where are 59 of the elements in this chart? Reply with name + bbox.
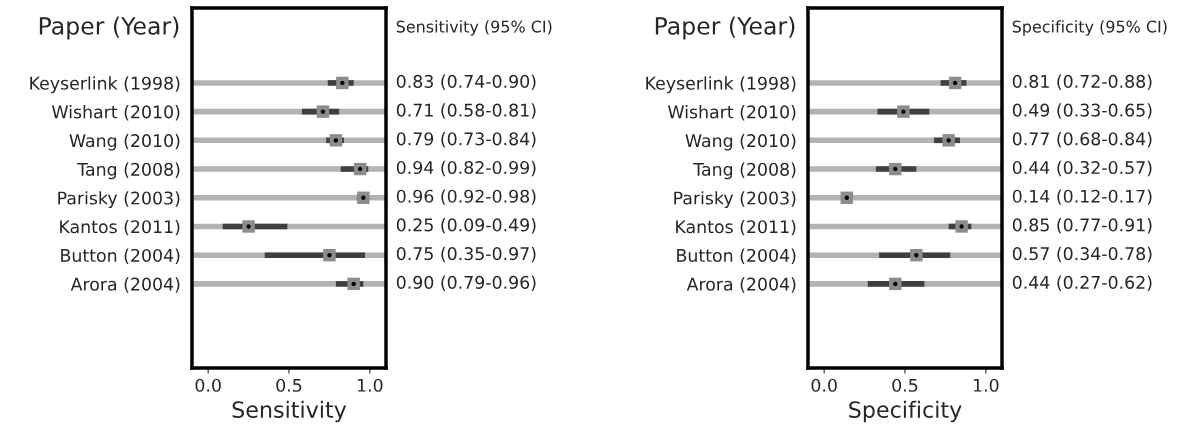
y-tick-label: Parisky (2003) [674,191,796,208]
y-tick-label: Wishart (2010) [667,105,796,121]
point [323,248,336,262]
y-tick-label: Kantos (2011) [60,219,180,236]
point [897,105,910,118]
data-label: 0.81 (0.72-0.88) [1012,74,1152,91]
point [889,277,902,291]
data-label: 0.75 (0.35-0.97) [396,246,536,263]
x-tick-label: 0.0 [811,378,837,392]
point [948,76,962,90]
data-label: 0.90 (0.79-0.96) [396,275,536,291]
y-tick-label: Arora (2004) [70,277,180,293]
point [840,191,854,204]
y-tick-label: Button (2004) [61,248,180,265]
x-tick-label: 1.0 [357,378,383,392]
y-axis-title: Paper (Year) [39,16,179,40]
point [353,162,367,176]
text: Specificity (95% CI) [1012,20,1167,36]
data-label: 0.14 (0.12-0.17) [1012,189,1152,205]
point [889,162,902,176]
y-tick-label: Kantos (2011) [676,219,796,236]
text: Sensitivity (95% CI) [396,20,552,36]
x-axis-title: Specificity [849,400,962,423]
y-tick-label: Button (2004) [677,248,796,265]
data-label: 0.57 (0.34-0.78) [1012,246,1152,263]
data-label: 0.83 (0.74-0.90) [396,74,536,91]
point [336,76,349,90]
data-label: 0.71 (0.58-0.81) [396,103,536,119]
y-tick-label: Wang (2010) [69,133,180,151]
data-label: 0.44 (0.27-0.62) [1012,275,1152,291]
x-tick-label: 0.5 [276,378,302,392]
x-tick-label: 0.5 [892,378,918,392]
y-tick-label: Tang (2008) [77,162,180,180]
point [316,105,330,118]
point [955,220,968,233]
x-tick-label: 1.0 [973,378,999,392]
data-label: 0.49 (0.33-0.65) [1012,103,1152,119]
data-label: 0.25 (0.09-0.49) [396,218,536,234]
x-tick-label: 0.0 [195,378,221,392]
y-tick-label: Tang (2008) [693,162,796,180]
data-label: 0.94 (0.82-0.99) [396,160,536,177]
y-axis-title: Paper (Year) [655,16,795,40]
y-tick-label: Keyserlink (1998) [646,76,796,94]
y-tick-label: Keyserlink (1998) [30,76,180,94]
point [910,248,923,262]
data-label: 0.77 (0.68-0.84) [1012,131,1152,148]
y-tick-label: Parisky (2003) [58,191,180,208]
data-label: 0.79 (0.73-0.84) [396,131,536,148]
point [242,220,255,233]
point [347,277,360,291]
point [942,134,955,147]
data-label: 0.96 (0.92-0.98) [396,189,536,205]
data-label: 0.44 (0.32-0.57) [1012,160,1152,177]
y-tick-label: Wang (2010) [685,133,796,151]
point [357,191,370,204]
y-tick-label: Arora (2004) [686,277,796,293]
data-label: 0.85 (0.77-0.91) [1012,218,1152,234]
x-axis-title: Sensitivity [232,400,347,423]
y-tick-label: Wishart (2010) [51,105,180,121]
